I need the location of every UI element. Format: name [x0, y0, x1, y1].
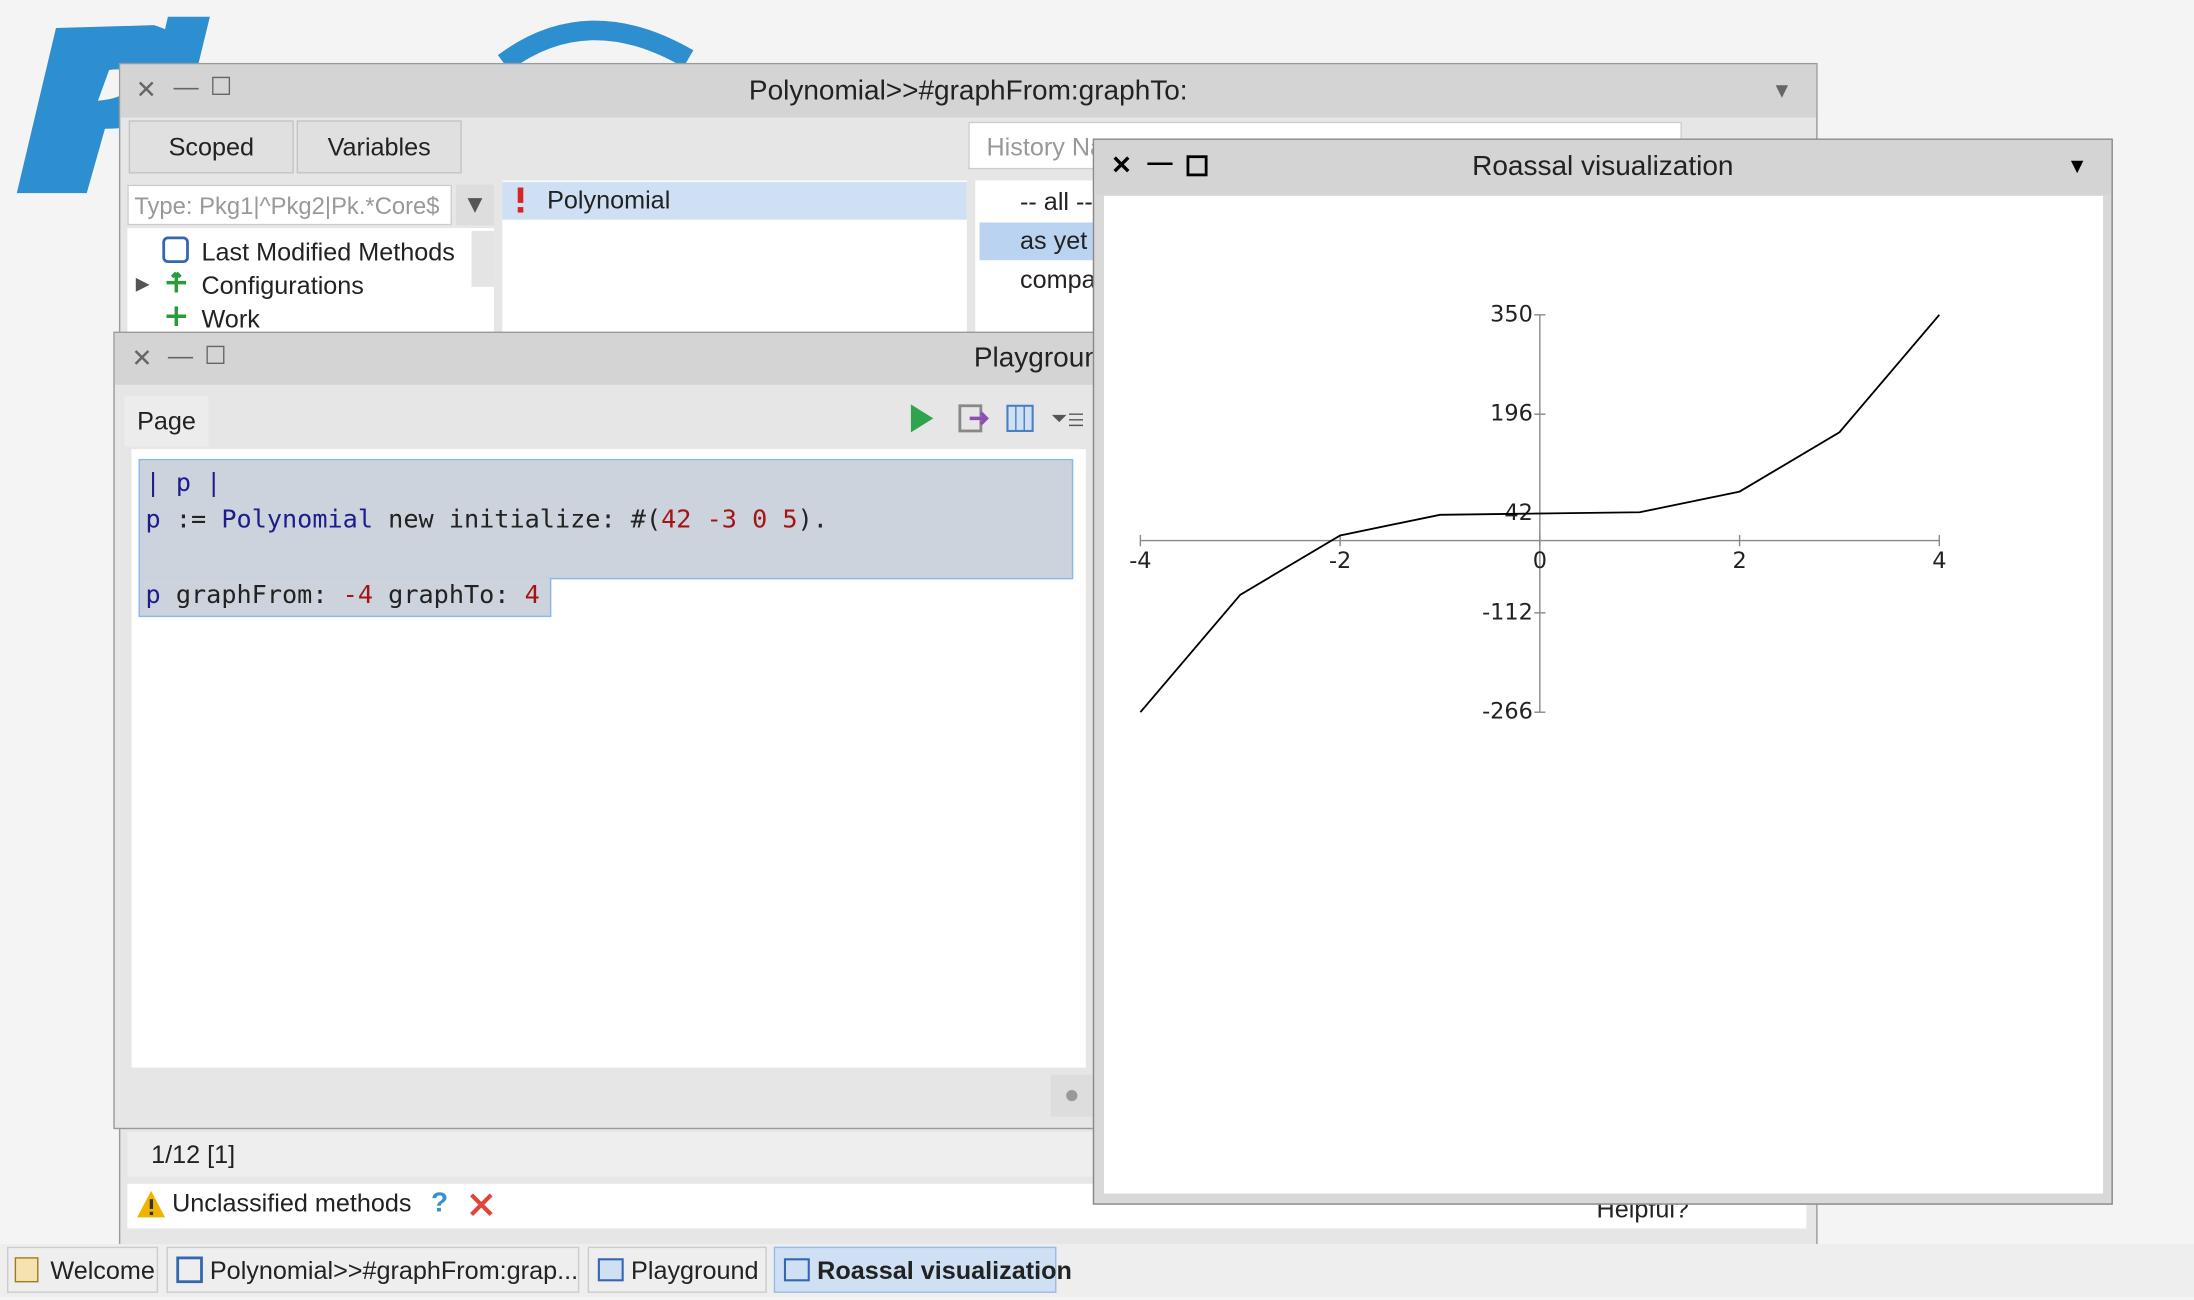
- code-token: p: [145, 580, 161, 611]
- selected-row: [502, 181, 967, 220]
- close-button[interactable]: ✕: [131, 344, 153, 373]
- code-token: 4: [524, 580, 540, 611]
- code-token: :=: [160, 505, 222, 535]
- x-tick-label: 0: [1533, 548, 1547, 574]
- data-line: [1139, 314, 1941, 713]
- package-list: ▶ Last Modified Methods Configurations W…: [127, 228, 494, 334]
- scroll-handle: [1050, 1074, 1093, 1117]
- y-tick-label: -266: [1482, 699, 1533, 725]
- code-token: Polynomial: [221, 505, 374, 535]
- scope-button[interactable]: Variables: [296, 120, 462, 174]
- task-button[interactable]: Polynomial>>#graphFrom:grap...: [166, 1246, 580, 1293]
- title-bar: ✕ — ☐ Playground: [114, 333, 1123, 385]
- code-line: | p |: [146, 469, 222, 498]
- warning-icon: [517, 187, 524, 213]
- help-button[interactable]: ?: [430, 1187, 449, 1219]
- package-item[interactable]: Last Modified Methods: [201, 237, 455, 266]
- critic-text: Unclassified methods: [172, 1189, 412, 1218]
- x-tick-label: -2: [1329, 548, 1351, 574]
- minimize-button[interactable]: —: [173, 72, 199, 101]
- code-token: | p |: [145, 468, 222, 499]
- close-button[interactable]: ✕: [135, 75, 157, 104]
- code-line: p := Polynomial new initialize: #(42 -3 …: [146, 505, 828, 534]
- selection: [138, 458, 1074, 580]
- y-tick-label: 350: [1490, 301, 1533, 327]
- bindings-button[interactable]: [1006, 404, 1034, 433]
- task-button[interactable]: Roassal visualization: [773, 1246, 1072, 1293]
- code-token: ).: [797, 505, 828, 535]
- page-tab[interactable]: Page: [124, 395, 209, 447]
- minimize-button[interactable]: —: [167, 341, 194, 370]
- task-button[interactable]: Playground: [587, 1246, 767, 1293]
- maximize-button[interactable]: ☐: [204, 341, 227, 370]
- x-tick-label: -4: [1129, 548, 1151, 574]
- package-filter[interactable]: Type: Pkg1|^Pkg2|Pk.*Core$: [127, 184, 452, 226]
- ban-button[interactable]: [467, 1191, 495, 1219]
- code-token: 42 -3 0 5: [661, 505, 798, 535]
- x-tick-label: 2: [1732, 548, 1746, 574]
- package-icons: [162, 236, 189, 327]
- status-text: 1/12 [1]: [151, 1140, 236, 1169]
- toolbar: [910, 404, 1084, 433]
- code-token: -4: [342, 580, 374, 611]
- window-title: Polynomial>>#graphFrom:graphTo:: [748, 75, 1188, 107]
- playground-window: ✕ — ☐ Playground Page | p | p := Polynomi…: [113, 331, 1124, 1130]
- class-list: Polynomial: [502, 180, 967, 334]
- code-token: graphTo:: [373, 580, 525, 611]
- selection: [138, 577, 552, 618]
- close-button[interactable]: ✕: [1110, 151, 1133, 180]
- protocol-item[interactable]: -- all --: [1020, 187, 1093, 216]
- code-line: p graphFrom: -4 graphTo: 4: [146, 581, 540, 610]
- taskbar: Welcome Polynomial>>#graphFrom:grap... P…: [0, 1243, 2194, 1298]
- task-icons: [14, 1256, 810, 1284]
- y-tick-label: -112: [1482, 599, 1533, 625]
- task-button[interactable]: Welcome: [6, 1246, 159, 1293]
- window-menu[interactable]: ▾: [1775, 75, 1789, 104]
- selected-row: [979, 222, 1106, 261]
- maximize-button[interactable]: ☐: [209, 72, 233, 101]
- title-bar: ✕ — ☐ Polynomial>>#graphFrom:graphTo: ▾: [120, 64, 1817, 118]
- code-token: new initialize: #(: [373, 505, 662, 535]
- window-menu[interactable]: ▾: [2070, 151, 2084, 180]
- code-token: graphFrom:: [160, 580, 343, 611]
- window-title: Playground: [973, 342, 1116, 374]
- maximize-button[interactable]: [1186, 155, 1208, 177]
- minimize-button[interactable]: —: [1147, 148, 1173, 177]
- y-tick-label: 196: [1490, 401, 1533, 427]
- title-bar: ✕ — Roassal visualization ▾: [1094, 139, 2112, 195]
- class-item[interactable]: Polynomial: [547, 186, 671, 215]
- window-title: Roassal visualization: [1472, 151, 1734, 182]
- x-tick-label: 4: [1932, 548, 1946, 574]
- scope-button[interactable]: Scoped: [128, 120, 294, 174]
- roassal-window: ✕ — Roassal visualization ▾ -4 -2 0 2 4 350 19…: [1092, 138, 2113, 1205]
- run-button[interactable]: [910, 404, 934, 433]
- code-token: p: [145, 505, 161, 535]
- filter-dropdown[interactable]: ▼: [456, 184, 494, 226]
- package-item[interactable]: Configurations: [201, 271, 364, 300]
- warning-icon: [137, 1190, 166, 1218]
- menu-button[interactable]: [1051, 413, 1084, 427]
- package-item[interactable]: Work: [201, 305, 260, 334]
- code-editor[interactable]: | p | p := Polynomial new initialize: #(4…: [131, 449, 1086, 1068]
- scrollbar[interactable]: [471, 230, 494, 287]
